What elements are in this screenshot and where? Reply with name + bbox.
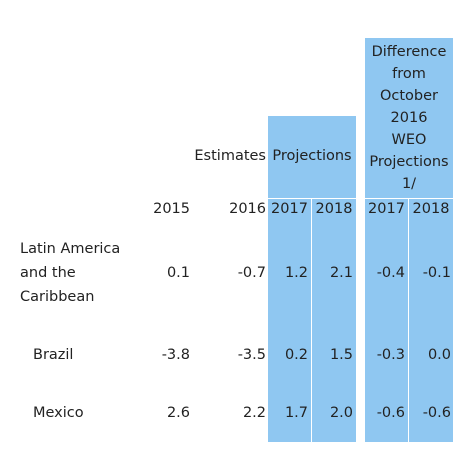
table-cell: 1.2 (284, 265, 308, 281)
table-cell: -3.8 (161, 347, 190, 363)
difference-header-line-3: October (379, 88, 439, 104)
row-label-line: Mexico (33, 405, 84, 421)
table-cell: -0.6 (422, 405, 451, 421)
projections-header: Projections (272, 148, 352, 164)
header-row-divider (268, 198, 356, 199)
row-label-line: and the (20, 265, 76, 281)
table-cell: 0.2 (284, 347, 308, 363)
table-cell: -0.6 (376, 405, 405, 421)
table-cell: -0.7 (237, 265, 266, 281)
difference-header-line-1: Difference (371, 44, 447, 60)
row-label-line: Brazil (33, 347, 74, 363)
estimates-header: Estimates (194, 148, 266, 164)
diff-year-header-2018: 2018 (412, 201, 450, 217)
difference-header-line-7: 1/ (401, 176, 417, 192)
table-cell: -0.3 (376, 347, 405, 363)
difference-header-line-6: Projections (369, 154, 449, 170)
header-row-divider-2 (365, 198, 453, 199)
table-cell: -0.1 (422, 265, 451, 281)
table-cell: 2.2 (242, 405, 266, 421)
diff-year-header-2017: 2017 (368, 201, 405, 217)
difference-header-line-5: WEO (391, 132, 427, 148)
year-header-2018: 2018 (315, 201, 353, 217)
table-cell: -0.4 (376, 265, 405, 281)
difference-column-background (365, 38, 453, 442)
difference-header-line-2: from (392, 66, 426, 82)
year-header-2016: 2016 (229, 201, 266, 217)
projections-column-divider (311, 198, 312, 442)
difference-header-line-4: 2016 (390, 110, 428, 126)
table-cell: -3.5 (237, 347, 266, 363)
table-cell: 0.0 (427, 347, 451, 363)
year-header-2017: 2017 (271, 201, 308, 217)
table-cell: 1.5 (329, 347, 353, 363)
table-cell: 2.6 (166, 405, 190, 421)
table-cell: 2.1 (329, 265, 353, 281)
table-cell: 0.1 (166, 265, 190, 281)
projections-column-background (268, 116, 356, 442)
row-label-line: Latin America (20, 241, 121, 257)
table-cell: 1.7 (284, 405, 308, 421)
year-header-2015: 2015 (153, 201, 190, 217)
table-cell: 2.0 (329, 405, 353, 421)
row-label-line: Caribbean (20, 289, 95, 305)
difference-column-divider (408, 198, 409, 442)
